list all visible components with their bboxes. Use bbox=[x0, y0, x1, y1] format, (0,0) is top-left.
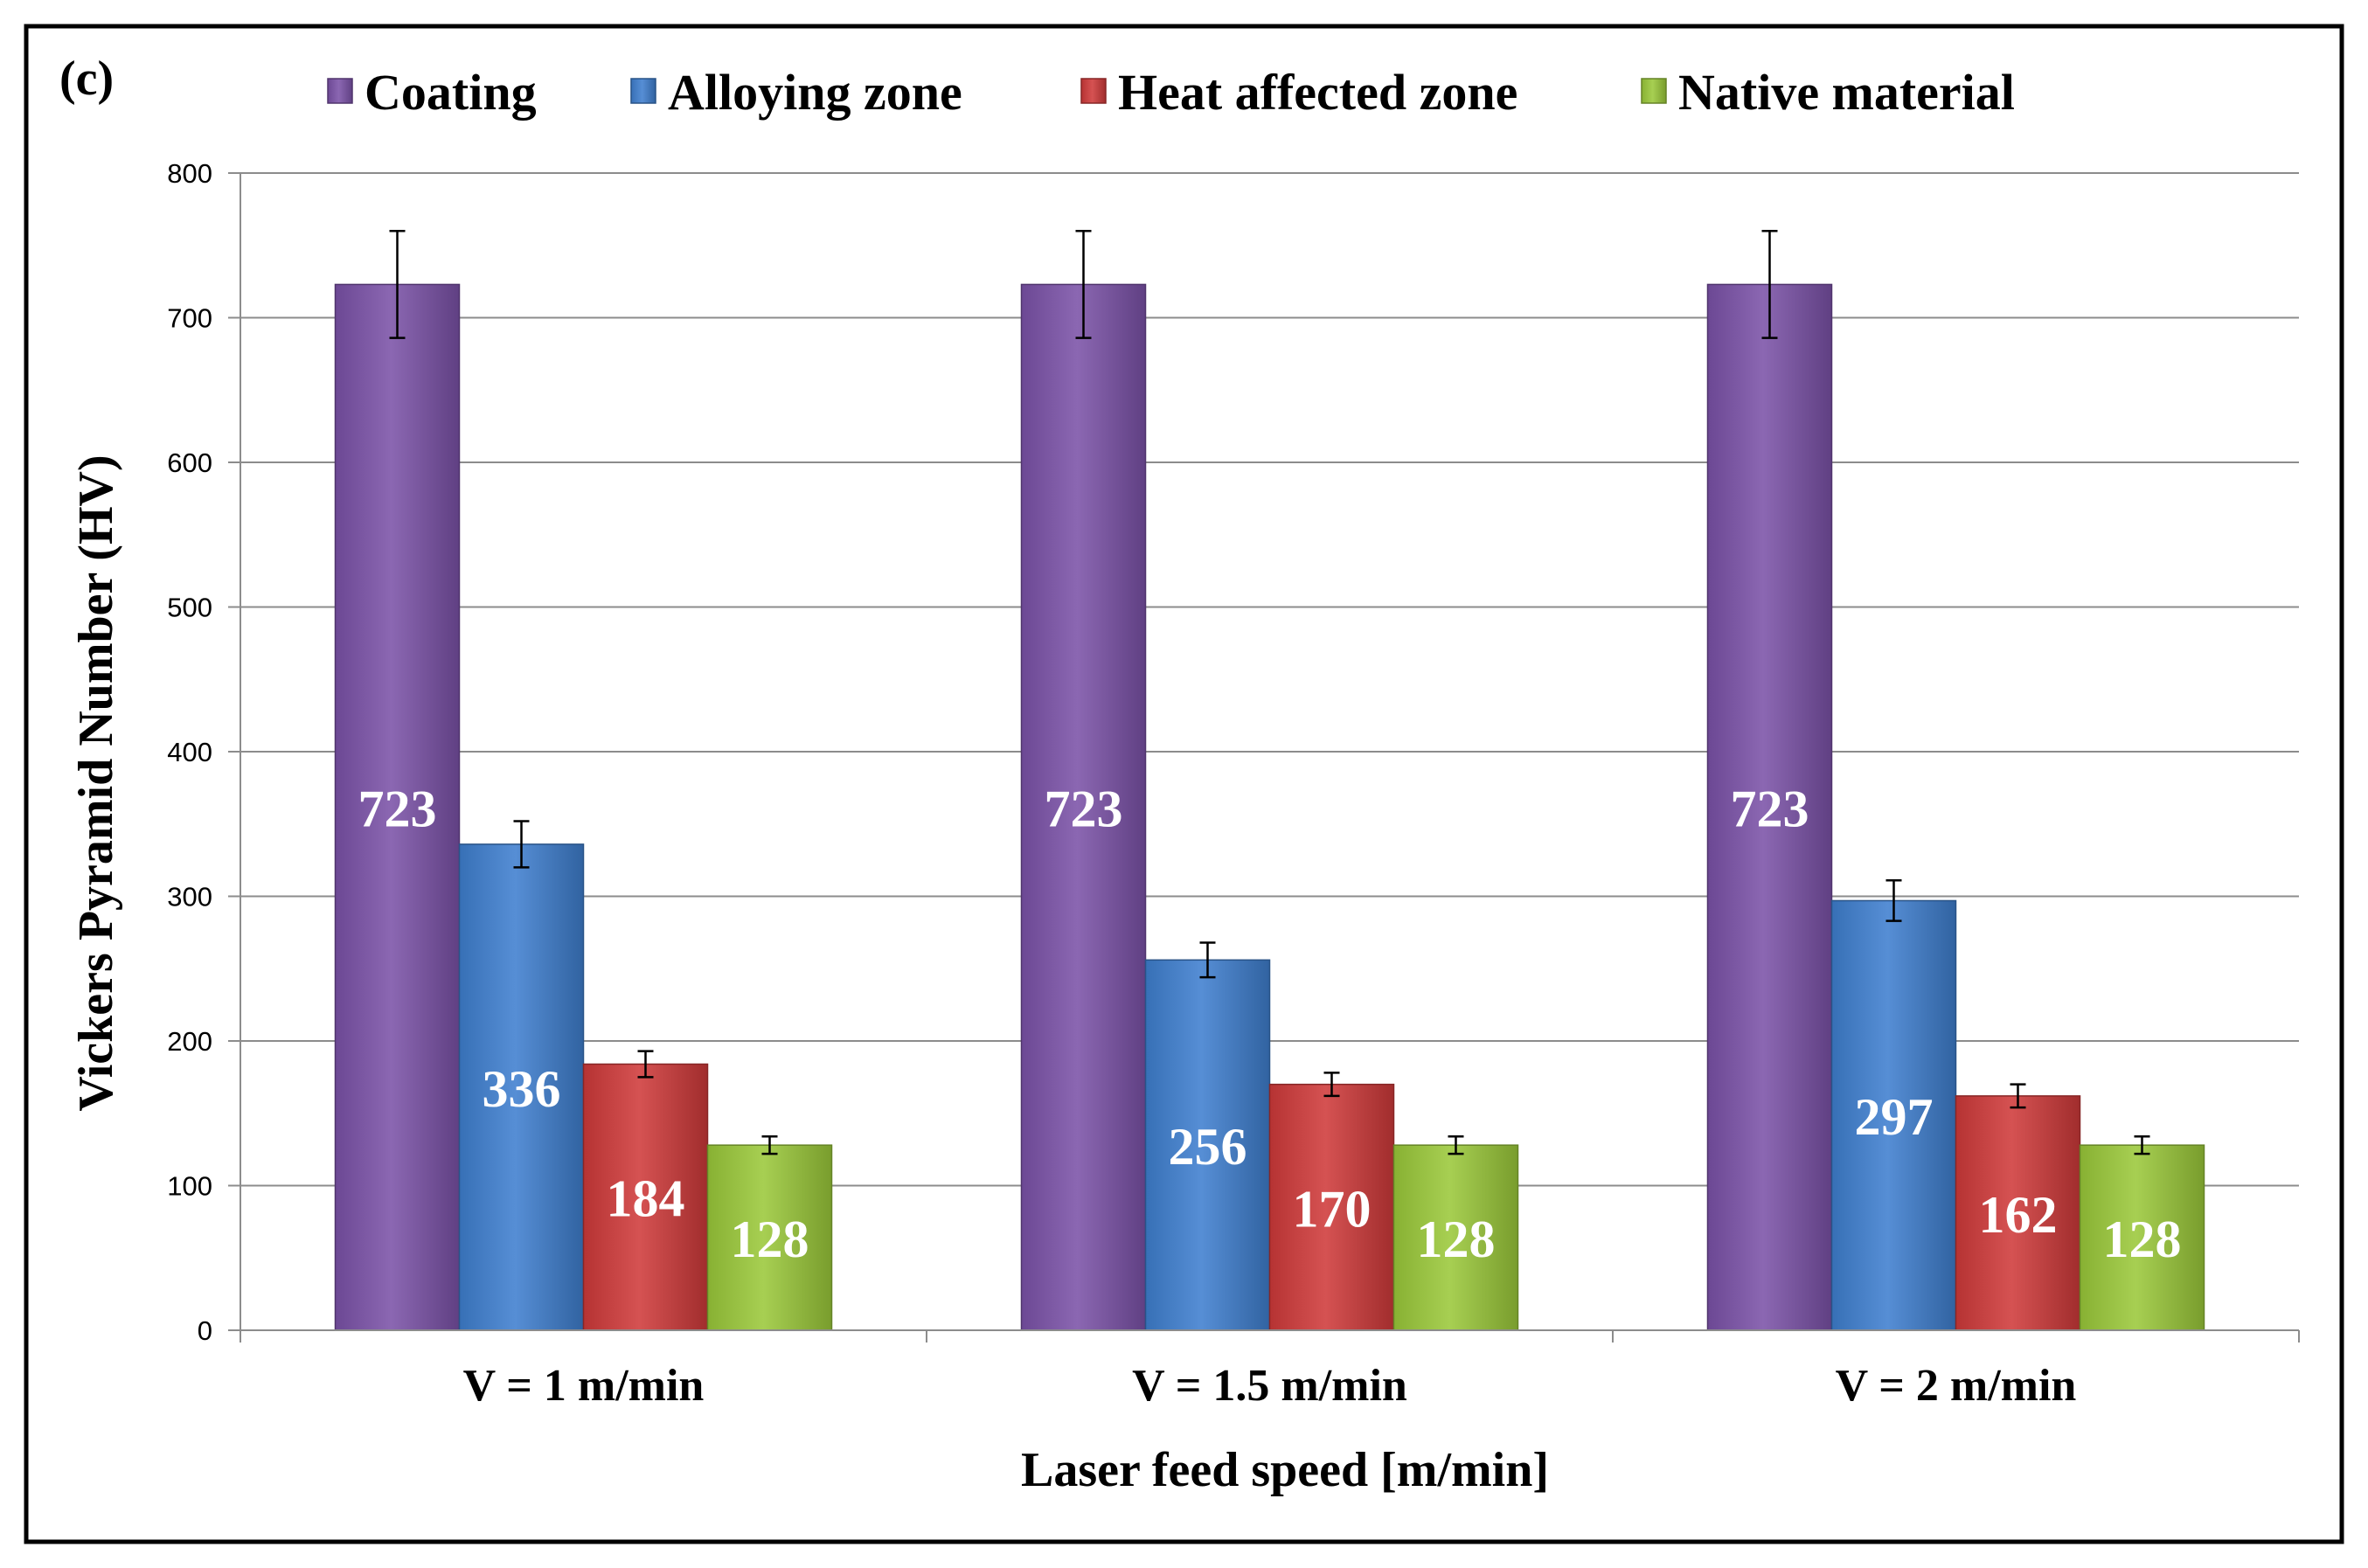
y-tick-label: 200 bbox=[167, 1026, 212, 1057]
bar-coating bbox=[334, 283, 461, 1331]
data-label: 336 bbox=[483, 1060, 561, 1118]
x-axis-categories: V = 1 m/min V = 1.5 m/min V = 2 m/min bbox=[463, 1361, 2077, 1411]
y-tick-label: 0 bbox=[198, 1315, 212, 1346]
y-tick-label: 600 bbox=[167, 448, 212, 478]
legend-label: Heat affected zone bbox=[1118, 64, 1517, 121]
bar-native-material bbox=[2079, 1144, 2205, 1331]
y-axis-title: Vickers Pyramid Number (HV) bbox=[69, 454, 123, 1111]
data-label: 128 bbox=[1417, 1211, 1496, 1268]
bar-coating bbox=[1020, 283, 1147, 1331]
data-label: 170 bbox=[1293, 1180, 1371, 1238]
data-labels: 723 336 184 128 723 256 170 128 723 297 162 128 bbox=[358, 781, 2182, 1268]
data-label: 723 bbox=[1045, 781, 1123, 838]
bar-coating bbox=[1706, 283, 1833, 1331]
x-axis-title: Laser feed speed [m/min] bbox=[1021, 1443, 1549, 1497]
error-bars bbox=[389, 229, 2150, 1155]
legend: Coating Alloying zone Heat affected zone Na… bbox=[327, 64, 2015, 121]
y-axis-ticks: 0 100 200 300 400 500 600 700 800 bbox=[167, 158, 240, 1346]
y-tick-label: 500 bbox=[167, 593, 212, 623]
y-tick-label: 400 bbox=[167, 737, 212, 767]
y-tick-label: 700 bbox=[167, 303, 212, 334]
legend-label: Native material bbox=[1678, 64, 2015, 121]
axes bbox=[240, 173, 2300, 1343]
data-label: 184 bbox=[607, 1170, 685, 1228]
bar-native-material bbox=[1392, 1144, 1519, 1331]
y-tick-label: 100 bbox=[167, 1171, 212, 1202]
data-label: 723 bbox=[1731, 781, 1809, 838]
data-label: 128 bbox=[731, 1211, 809, 1268]
bar-alloying-zone bbox=[1144, 959, 1271, 1331]
bar-native-material bbox=[706, 1144, 833, 1331]
x-category-label: V = 1 m/min bbox=[463, 1361, 705, 1411]
x-category-label: V = 1.5 m/min bbox=[1132, 1361, 1407, 1411]
legend-label: Coating bbox=[365, 64, 537, 121]
x-category-label: V = 2 m/min bbox=[1836, 1361, 2077, 1411]
legend-swatch bbox=[630, 78, 656, 104]
y-tick-label: 800 bbox=[167, 158, 212, 189]
legend-label: Alloying zone bbox=[668, 64, 962, 121]
legend-swatch bbox=[1641, 78, 1667, 104]
data-label: 297 bbox=[1855, 1088, 1934, 1146]
data-label: 256 bbox=[1169, 1118, 1247, 1176]
bar-heat-affected-zone bbox=[1268, 1083, 1395, 1331]
data-label: 128 bbox=[2103, 1211, 2182, 1268]
bars bbox=[334, 283, 2205, 1331]
panel-label: (c) bbox=[59, 52, 114, 106]
data-label: 162 bbox=[1979, 1186, 2058, 1244]
bar-heat-affected-zone bbox=[582, 1063, 709, 1331]
legend-swatch bbox=[327, 78, 353, 104]
data-label: 723 bbox=[358, 781, 437, 838]
bar-alloying-zone bbox=[458, 843, 585, 1331]
y-tick-label: 300 bbox=[167, 882, 212, 912]
legend-swatch bbox=[1080, 78, 1107, 104]
